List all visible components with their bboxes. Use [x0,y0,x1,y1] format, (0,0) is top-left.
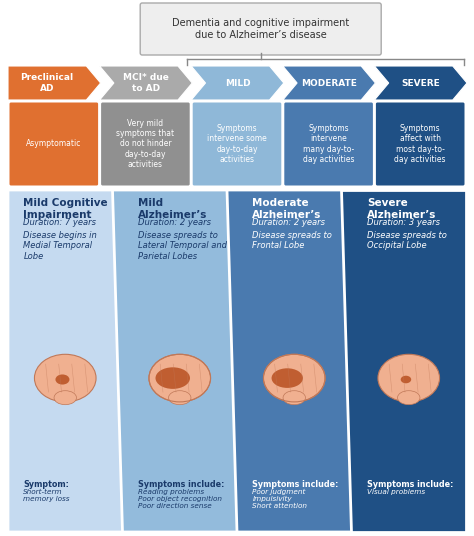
Text: Symptoms include:: Symptoms include: [367,480,453,489]
Ellipse shape [149,354,210,402]
FancyBboxPatch shape [284,102,373,185]
Ellipse shape [401,376,411,383]
Ellipse shape [272,368,303,388]
Text: Duration: 2 years: Duration: 2 years [253,218,326,227]
Text: Preclinical
AD: Preclinical AD [20,73,74,93]
Text: Duration: 7 years: Duration: 7 years [23,218,96,227]
Text: Dementia and cognitive impairment
due to Alzheimer’s disease: Dementia and cognitive impairment due to… [172,18,349,40]
Text: Symptoms include:: Symptoms include: [253,480,339,489]
Polygon shape [8,190,133,532]
Polygon shape [100,66,192,100]
FancyBboxPatch shape [101,102,190,185]
Polygon shape [341,190,466,532]
Text: MILD: MILD [225,78,250,87]
Text: Moderate
Alzheimer’s: Moderate Alzheimer’s [253,198,322,220]
Polygon shape [227,190,362,532]
Ellipse shape [283,391,305,405]
Polygon shape [374,66,467,100]
Ellipse shape [264,354,325,402]
Polygon shape [112,190,247,532]
Text: SEVERE: SEVERE [401,78,440,87]
Text: Very mild
symptoms that
do not hinder
day-to-day
activities: Very mild symptoms that do not hinder da… [116,118,174,169]
Text: Symptoms include:: Symptoms include: [138,480,224,489]
Text: Asymptomatic: Asymptomatic [26,139,82,148]
Text: Short-term
memory loss: Short-term memory loss [23,489,70,502]
Text: MCI* due
to AD: MCI* due to AD [123,73,169,93]
Ellipse shape [169,391,191,405]
FancyBboxPatch shape [140,3,381,55]
Polygon shape [191,66,284,100]
Ellipse shape [398,391,420,405]
Text: Symptoms
intervene
many day-to-
day activities: Symptoms intervene many day-to- day acti… [303,124,355,164]
Text: Disease spreads to
Frontal Lobe: Disease spreads to Frontal Lobe [253,231,332,250]
FancyBboxPatch shape [376,102,465,185]
FancyBboxPatch shape [9,102,98,185]
Ellipse shape [155,367,190,389]
Text: Disease begins in
Medial Temporal
Lobe: Disease begins in Medial Temporal Lobe [23,231,97,261]
FancyBboxPatch shape [193,102,281,185]
Polygon shape [283,66,375,100]
Ellipse shape [55,375,70,384]
Text: Mild Cognitive
Impairment: Mild Cognitive Impairment [23,198,108,220]
Text: Mild
Alzheimer’s: Mild Alzheimer’s [138,198,207,220]
Ellipse shape [35,354,96,402]
Text: MODERATE: MODERATE [301,78,357,87]
Text: Poor judgment
Impulsivity
Short attention: Poor judgment Impulsivity Short attentio… [253,489,308,509]
Text: Symptoms
affect with
most day-to-
day activities: Symptoms affect with most day-to- day ac… [394,124,446,164]
Text: Disease spreads to
Occipital Lobe: Disease spreads to Occipital Lobe [367,231,447,250]
Ellipse shape [54,391,76,405]
Ellipse shape [378,354,439,402]
Text: Symptoms
intervene some
day-to-day
activities: Symptoms intervene some day-to-day activ… [207,124,267,164]
Text: Visual problems: Visual problems [367,489,425,495]
Text: Duration: 2 years: Duration: 2 years [138,218,211,227]
Text: Reading problems
Poor object recognition
Poor direction sense: Reading problems Poor object recognition… [138,489,222,509]
Text: Duration: 3 years: Duration: 3 years [367,218,440,227]
Text: Disease spreads to
Lateral Temporal and
Parietal Lobes: Disease spreads to Lateral Temporal and … [138,231,227,261]
Text: Severe
Alzheimer’s: Severe Alzheimer’s [367,198,437,220]
Polygon shape [8,66,100,100]
Text: Symptom:: Symptom: [23,480,69,489]
